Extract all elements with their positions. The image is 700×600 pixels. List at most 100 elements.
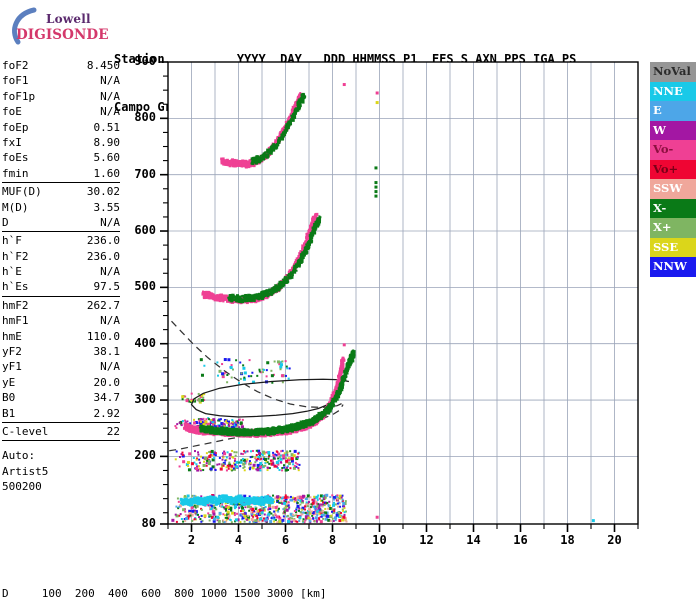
profile-curve [171,320,344,409]
x-axis-tick-label: 8 [328,533,337,547]
y-axis-tick-label: 500 [134,279,156,294]
param-key: B0 [2,391,16,405]
param-divider [2,231,120,233]
ionogram-plot[interactable]: 80 200 300 400 500 600 700 800 900 2 4 6 8 10 12 14 16 18… [134,54,639,547]
auto-algorithm-name: Artist5 [2,464,49,478]
param-divider [2,182,120,184]
param-value: 20.0 [93,375,121,389]
x-axis-tick-label: 10 [372,533,387,547]
param-row-mufd: MUF(D) 30.02 [2,184,120,199]
param-row-foe: foE N/A [2,104,120,119]
y-axis-tick-label: 200 [134,448,156,463]
y-axis-tick-label: 400 [134,335,156,350]
echo-trace [198,349,356,437]
param-key: fxI [2,135,22,149]
param-value: 236.0 [86,234,120,248]
legend-item-nne[interactable]: NNE [650,81,696,101]
param-value: 262.7 [86,298,120,312]
param-key: MUF(D) [2,185,42,199]
param-value: N/A [100,215,120,229]
param-key: foEs [2,151,29,165]
param-row-he: h`E N/A [2,264,120,279]
y-axis-tick-label: 700 [134,166,156,181]
param-key: hmF1 [2,314,29,328]
param-row-yf1: yF1 N/A [2,359,120,374]
param-row-fof2: foF2 8.450 [2,58,120,73]
param-value: 5.60 [93,151,121,165]
param-value: N/A [100,89,120,103]
legend-item-x[interactable]: X- [650,198,696,218]
param-value: 0.51 [93,120,121,134]
logo-text-digisonde: DIGISONDE [16,27,109,43]
param-row-md: M(D) 3.55 [2,200,120,215]
param-value: 30.02 [86,185,120,199]
param-value: 110.0 [86,329,120,343]
polarization-legend: NoVal NNE E W Vo- Vo+ SSW X- X+ SSE NNW [650,62,696,277]
profile-curve [169,404,344,452]
param-key: yF1 [2,360,22,374]
isolated-echo-points [342,83,595,523]
param-row-hf2: h`F2 236.0 [2,249,120,264]
y-axis-tick-label: 900 [134,54,156,68]
param-row-hmf1: hmF1 N/A [2,313,120,328]
param-row-yf2: yF2 38.1 [2,344,120,359]
param-row-hes: h`Es 97.5 [2,279,120,294]
param-row-hf: h`F 236.0 [2,233,120,248]
param-row-ye: yE 20.0 [2,375,120,390]
ionospheric-parameters-panel: foF2 8.450 foF1 N/A foF1p N/A foE N/A foEp 0.51 fx… [2,58,120,495]
param-row-d: D N/A [2,215,120,230]
legend-item-x[interactable]: X+ [650,218,696,238]
param-row-foep: foEp 0.51 [2,120,120,135]
legend-item-vo[interactable]: Vo- [650,140,696,160]
param-key: yF2 [2,345,22,359]
logo-text-lowell: Lowell [46,12,91,26]
y-axis-tick-label: 800 [134,110,156,125]
param-divider [2,440,120,442]
param-key: foF2 [2,59,29,72]
legend-item-ssw[interactable]: SSW [650,179,696,199]
param-value: N/A [100,74,120,88]
param-divider [2,421,120,423]
legend-item-noval[interactable]: NoVal [650,62,696,82]
legend-item-sse[interactable]: SSE [650,237,696,257]
param-row-b1: B1 2.92 [2,406,120,421]
x-axis-tick-label: 16 [513,533,528,547]
footer-info: D 100 200 400 600 800 1000 1500 3000 [km… [2,558,615,600]
x-axis-tick-label: 4 [234,533,243,547]
echo-trace [179,494,275,507]
x-axis-tick-label: 2 [187,533,196,547]
param-key: D [2,215,9,229]
param-value: 97.5 [93,280,121,294]
param-key: h`E [2,265,22,279]
x-axis-tick-label: 20 [607,533,622,547]
x-axis-tick-label: 12 [419,533,434,547]
x-axis-tick-label: 6 [281,533,290,547]
param-key: hmF2 [2,298,29,312]
ionogram-canvas [160,61,639,532]
param-key: hmE [2,329,22,343]
axis-ticks [160,61,639,532]
legend-item-vo[interactable]: Vo+ [650,159,696,179]
logo-arc-icon [12,7,37,45]
param-divider [2,295,120,297]
param-row-fmin: fmin 1.60 [2,166,120,181]
param-value: 22 [106,424,120,438]
legend-item-nnw[interactable]: NNW [650,257,696,277]
param-row-hme: hmE 110.0 [2,329,120,344]
param-key: foF1p [2,89,36,103]
auto-code: 500200 [2,480,42,494]
y-axis-tick-label: 600 [134,223,156,238]
x-axis-tick-label: 14 [466,533,481,547]
x-axis-tick-label: 18 [560,533,575,547]
param-row-foes: foEs 5.60 [2,150,120,165]
param-value: 38.1 [93,345,121,359]
echo-trace [227,215,322,304]
legend-item-e[interactable]: E [650,101,696,121]
legend-item-w[interactable]: W [650,120,696,140]
param-row-fof1: foF1 N/A [2,73,120,88]
param-row-b0: B0 34.7 [2,390,120,405]
param-value: 2.92 [93,406,121,420]
footer-distance-row: D 100 200 400 600 800 1000 1500 3000 [km… [2,587,327,600]
param-row-hmf2: hmF2 262.7 [2,298,120,313]
lowell-digisonde-logo: Lowell DIGISONDE [4,6,116,46]
